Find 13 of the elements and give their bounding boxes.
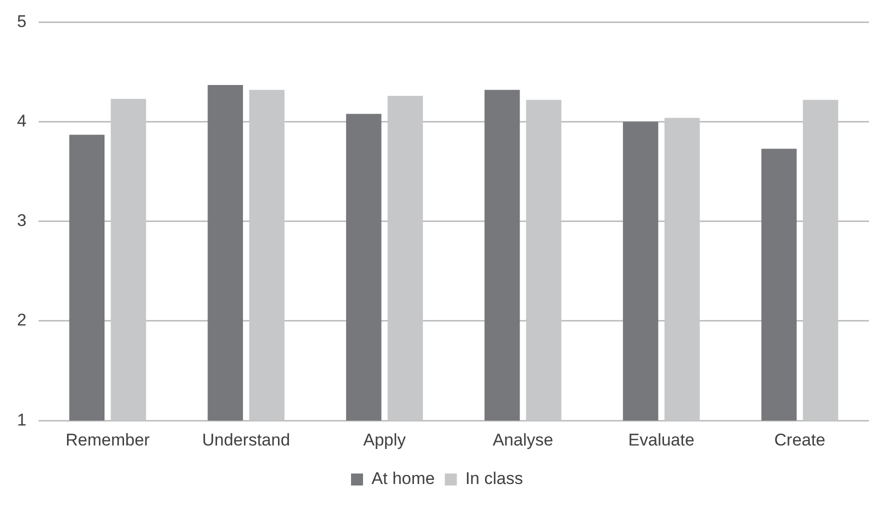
x-tick-label: Apply: [363, 430, 406, 450]
y-tick-label: 4: [16, 111, 26, 130]
y-tick-label: 3: [16, 211, 26, 230]
legend-label: In class: [465, 469, 523, 488]
x-tick-label: Analyse: [492, 430, 554, 450]
y-tick-label: 5: [16, 12, 26, 31]
x-tick-label: Remember: [66, 430, 150, 450]
y-tick-label: 1: [16, 410, 26, 430]
x-tick-label: Create: [774, 430, 826, 450]
y-tick-label: 2: [16, 310, 26, 330]
x-tick-label: Evaluate: [628, 430, 694, 450]
x-tick-label: Understand: [202, 430, 290, 450]
legend-label: At home: [372, 469, 435, 488]
